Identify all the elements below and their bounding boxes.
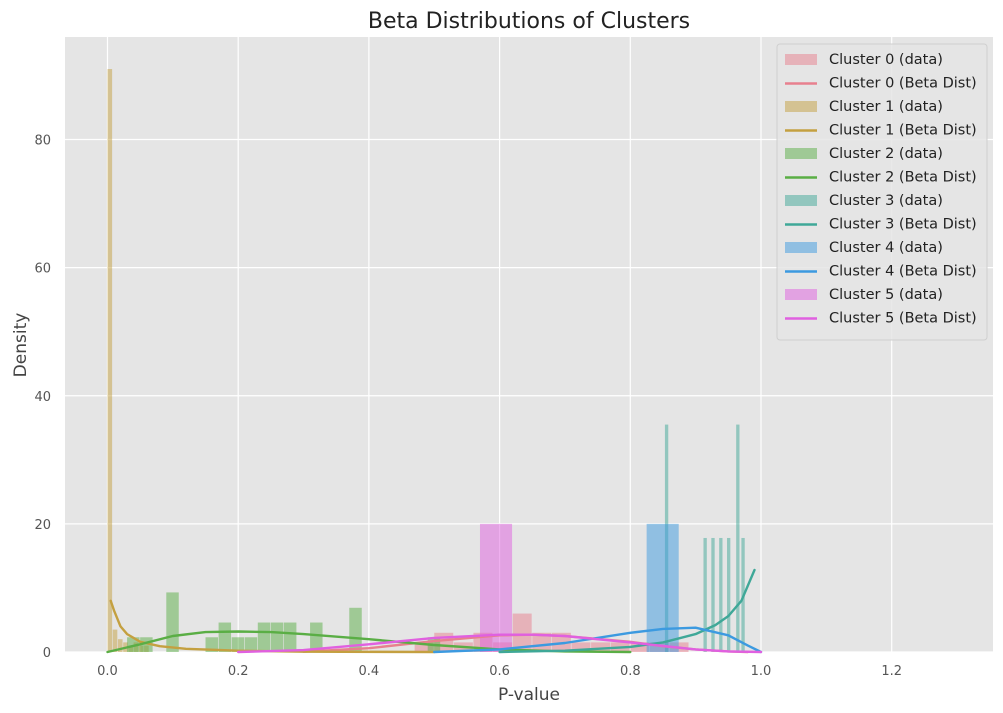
cluster-1-bar: [107, 69, 113, 652]
legend-swatch-data: [785, 148, 817, 159]
cluster-2-bar: [349, 607, 362, 652]
beta-lines: [106, 568, 763, 654]
legend-swatch-data: [785, 289, 817, 300]
legend-label-line: Cluster 1 (Beta Dist): [829, 123, 977, 139]
cluster-4-bar: [646, 523, 679, 652]
legend-label-line: Cluster 5 (Beta Dist): [829, 311, 977, 327]
cluster-2-bar: [244, 637, 258, 652]
cluster-3-bar: [703, 537, 707, 652]
x-ticks: 0.0 0.2 0.4 0.6 0.8 1.0 1.2: [97, 664, 902, 679]
cluster-4-beta-line: [433, 626, 763, 654]
cluster-2-bar: [310, 622, 323, 652]
cluster-0-bar: [532, 632, 552, 652]
cluster-3-beta-line: [498, 568, 756, 654]
cluster-3-bar: [736, 424, 740, 652]
cluster-2-bar: [283, 622, 297, 652]
cluster-0-bar: [571, 642, 591, 652]
legend-swatch-data: [785, 195, 817, 206]
legend-swatch-data: [785, 242, 817, 253]
cluster-2-beta-line: [106, 630, 632, 654]
legend-label-data: Cluster 1 (data): [829, 99, 943, 115]
legend-label-line: Cluster 4 (Beta Dist): [829, 264, 977, 280]
cluster-3-bar: [711, 537, 715, 652]
y-tick-label: 0: [43, 646, 51, 661]
cluster-2-bar: [270, 622, 284, 652]
cluster-5-beta-line: [236, 633, 763, 654]
x-tick-label: 0.0: [97, 664, 118, 679]
y-tick-label: 40: [34, 390, 51, 405]
cluster-2-bar: [205, 637, 218, 652]
cluster-2-bar: [257, 622, 271, 652]
legend-box: [776, 43, 988, 341]
legend-label-data: Cluster 0 (data): [829, 52, 943, 68]
cluster-0-bar: [630, 642, 650, 652]
y-ticks: 0 20 40 60 80: [34, 134, 51, 662]
x-tick-label: 0.2: [228, 664, 249, 679]
cluster-0-bar: [512, 613, 532, 652]
cluster-0-bar: [591, 642, 611, 652]
cluster-0-bar: [414, 642, 434, 652]
x-tick-label: 0.6: [489, 664, 510, 679]
cluster-2-bar: [218, 622, 232, 652]
cluster-1-bar: [117, 639, 123, 652]
legend-label-data: Cluster 2 (data): [829, 146, 943, 162]
y-tick-label: 20: [34, 518, 51, 533]
chart-title: Beta Distributions of Clusters: [368, 9, 690, 34]
y-tick-label: 80: [34, 134, 51, 149]
cluster-2-bar: [166, 592, 179, 652]
legend-label-data: Cluster 5 (data): [829, 287, 943, 303]
legend-label-data: Cluster 3 (data): [829, 193, 943, 209]
legend-label-data: Cluster 4 (data): [829, 240, 943, 256]
legend-swatch-data: [785, 101, 817, 112]
x-tick-label: 0.4: [359, 664, 380, 679]
x-tick-label: 0.8: [620, 664, 641, 679]
cluster-1-bar: [112, 629, 118, 652]
x-axis-label: P-value: [498, 685, 560, 705]
cluster-3-bar: [727, 537, 731, 652]
legend-label-line: Cluster 0 (Beta Dist): [829, 76, 977, 92]
legend-label-line: Cluster 3 (Beta Dist): [829, 217, 977, 233]
cluster-3-bar: [719, 537, 723, 652]
cluster-2-bar: [231, 637, 245, 652]
legend: Cluster 0 (data) Cluster 0 (Beta Dist) Clu…: [776, 43, 988, 341]
cluster-5-bar: [479, 523, 513, 652]
legend-swatch-data: [785, 54, 817, 65]
x-tick-label: 1.2: [881, 664, 902, 679]
y-tick-label: 60: [34, 262, 51, 277]
y-axis-label: Density: [11, 313, 31, 378]
legend-label-line: Cluster 2 (Beta Dist): [829, 170, 977, 186]
x-tick-label: 1.0: [751, 664, 772, 679]
